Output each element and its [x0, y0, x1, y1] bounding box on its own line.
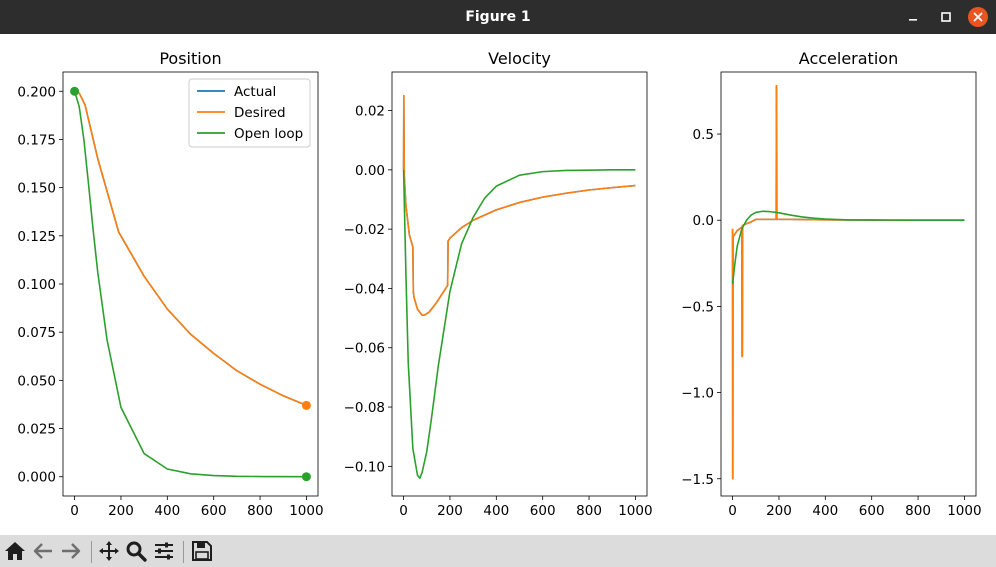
legend-label: Open loop	[234, 126, 303, 142]
x-tick-label: 600	[530, 503, 556, 519]
arrow-right-icon[interactable]	[59, 539, 83, 563]
y-tick-label: −0.02	[344, 222, 385, 238]
y-tick-label: 0.125	[17, 229, 56, 245]
y-tick-label: 0.075	[17, 325, 56, 341]
y-tick-label: 0.0	[693, 213, 714, 229]
position-chart-title: Position	[159, 49, 221, 68]
y-tick-label: 0.175	[17, 132, 56, 148]
x-tick-label: 600	[859, 503, 885, 519]
y-tick-label: −0.10	[344, 459, 385, 475]
close-icon[interactable]	[967, 6, 989, 28]
acceleration-series-open-loop	[731, 210, 965, 285]
y-tick-label: −0.08	[344, 400, 385, 416]
x-tick-label: 1000	[947, 503, 981, 519]
window-titlebar: Figure 1	[0, 0, 996, 34]
endpoint-marker	[70, 86, 80, 96]
acceleration-series-desired	[731, 84, 965, 480]
velocity-series-open-loop	[402, 169, 636, 480]
x-tick-label: 800	[576, 503, 602, 519]
x-tick-label: 0	[728, 503, 737, 519]
minimize-icon[interactable]	[902, 6, 924, 28]
y-tick-label: 0.050	[17, 373, 56, 389]
x-tick-label: 400	[154, 503, 180, 519]
window-title: Figure 1	[465, 9, 531, 25]
toolbar-separator	[91, 541, 92, 563]
velocity-axes-frame	[391, 71, 648, 497]
x-tick-label: 600	[201, 503, 227, 519]
endpoint-marker	[301, 400, 311, 410]
y-tick-label: −0.04	[344, 281, 385, 297]
arrow-left-icon[interactable]	[31, 539, 55, 563]
y-tick-label: 0.200	[17, 84, 56, 100]
sliders-icon[interactable]	[152, 539, 176, 563]
y-tick-label: −0.06	[344, 341, 385, 357]
velocity-series-desired	[402, 94, 636, 316]
move-icon[interactable]	[97, 539, 121, 563]
y-tick-label: −1.0	[681, 386, 714, 402]
figure-canvas: Position 0 200 400 600 800 1000 0.000 0.025 0.050…	[0, 34, 996, 535]
y-tick-label: 0.02	[355, 104, 385, 120]
home-icon[interactable]	[3, 539, 27, 563]
x-tick-label: 0	[70, 503, 79, 519]
y-tick-label: −0.5	[681, 299, 714, 315]
position-axes-frame	[62, 71, 319, 497]
position-series-open-loop	[73, 91, 307, 478]
y-tick-label: 0.150	[17, 181, 56, 197]
legend-label: Actual	[234, 84, 276, 100]
x-tick-label: 200	[766, 503, 792, 519]
floppy-disk-icon[interactable]	[190, 539, 214, 563]
velocity-series-actual	[402, 94, 636, 316]
maximize-icon[interactable]	[935, 6, 957, 28]
toolbar-separator	[183, 541, 184, 563]
y-tick-label: 0.100	[17, 277, 56, 293]
y-tick-label: −1.5	[681, 472, 714, 488]
x-tick-label: 800	[247, 503, 273, 519]
x-tick-label: 400	[812, 503, 838, 519]
magnifier-icon[interactable]	[124, 539, 148, 563]
velocity-chart-title: Velocity	[488, 49, 551, 68]
x-tick-label: 0	[399, 503, 408, 519]
y-tick-label: 0.000	[17, 470, 56, 486]
x-tick-label: 1000	[289, 503, 323, 519]
acceleration-series-actual	[731, 84, 965, 480]
legend-box	[188, 78, 311, 148]
endpoint-marker	[301, 472, 311, 482]
x-tick-label: 400	[483, 503, 509, 519]
y-tick-label: 0.5	[693, 127, 714, 143]
x-tick-label: 1000	[618, 503, 652, 519]
acceleration-axes-frame	[720, 71, 977, 497]
y-tick-label: 0.025	[17, 422, 56, 438]
y-tick-label: 0.00	[355, 163, 385, 179]
x-tick-label: 200	[108, 503, 134, 519]
legend-label: Desired	[234, 105, 286, 121]
x-tick-label: 800	[905, 503, 931, 519]
navigation-toolbar	[0, 535, 996, 567]
acceleration-chart-title: Acceleration	[799, 49, 898, 68]
x-tick-label: 200	[437, 503, 463, 519]
position-series-desired	[74, 90, 307, 407]
